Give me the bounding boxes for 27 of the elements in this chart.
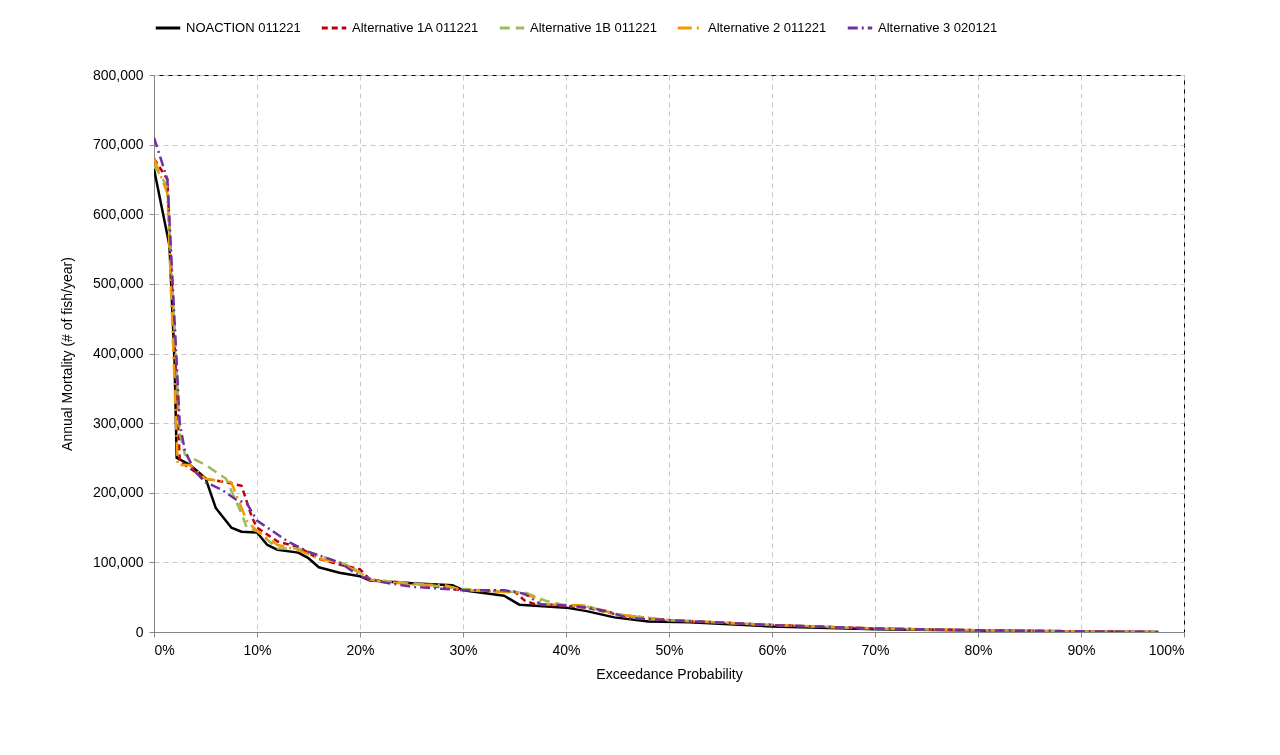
y-axis-title: Annual Mortality (# of fish/year) xyxy=(58,257,75,451)
y-tick-label: 600,000 xyxy=(92,205,144,222)
y-tick-label: 0 xyxy=(135,623,144,640)
x-tick-label: 50% xyxy=(655,641,684,658)
x-axis-title: Exceedance Probability xyxy=(596,665,743,682)
legend-label: Alternative 1B 011221 xyxy=(530,20,657,35)
legend-label: Alternative 3 020121 xyxy=(878,20,998,35)
y-tick-label: 100,000 xyxy=(92,553,144,570)
y-tick-label: 800,000 xyxy=(92,66,144,83)
x-tick-label: 10% xyxy=(243,641,272,658)
x-tick-label: 70% xyxy=(861,641,890,658)
legend-label: Alternative 1A 011221 xyxy=(352,20,479,35)
x-tick-label: 40% xyxy=(552,641,581,658)
x-tick-label: 90% xyxy=(1067,641,1096,658)
x-tick-label: 30% xyxy=(449,641,478,658)
y-tick-label: 700,000 xyxy=(92,136,144,153)
x-tick-label: 60% xyxy=(758,641,787,658)
y-tick-label: 300,000 xyxy=(92,414,144,431)
x-tick-label: 100% xyxy=(1148,641,1185,658)
y-tick-label: 200,000 xyxy=(92,484,144,501)
x-tick-label: 80% xyxy=(964,641,993,658)
y-tick-label: 500,000 xyxy=(92,275,144,292)
x-tick-label: 0% xyxy=(154,641,175,658)
y-tick-label: 400,000 xyxy=(92,345,144,361)
legend-label: Alternative 2 011221 xyxy=(708,20,827,35)
x-tick-label: 20% xyxy=(346,641,375,658)
legend-label: NOACTION 011221 xyxy=(186,20,301,35)
